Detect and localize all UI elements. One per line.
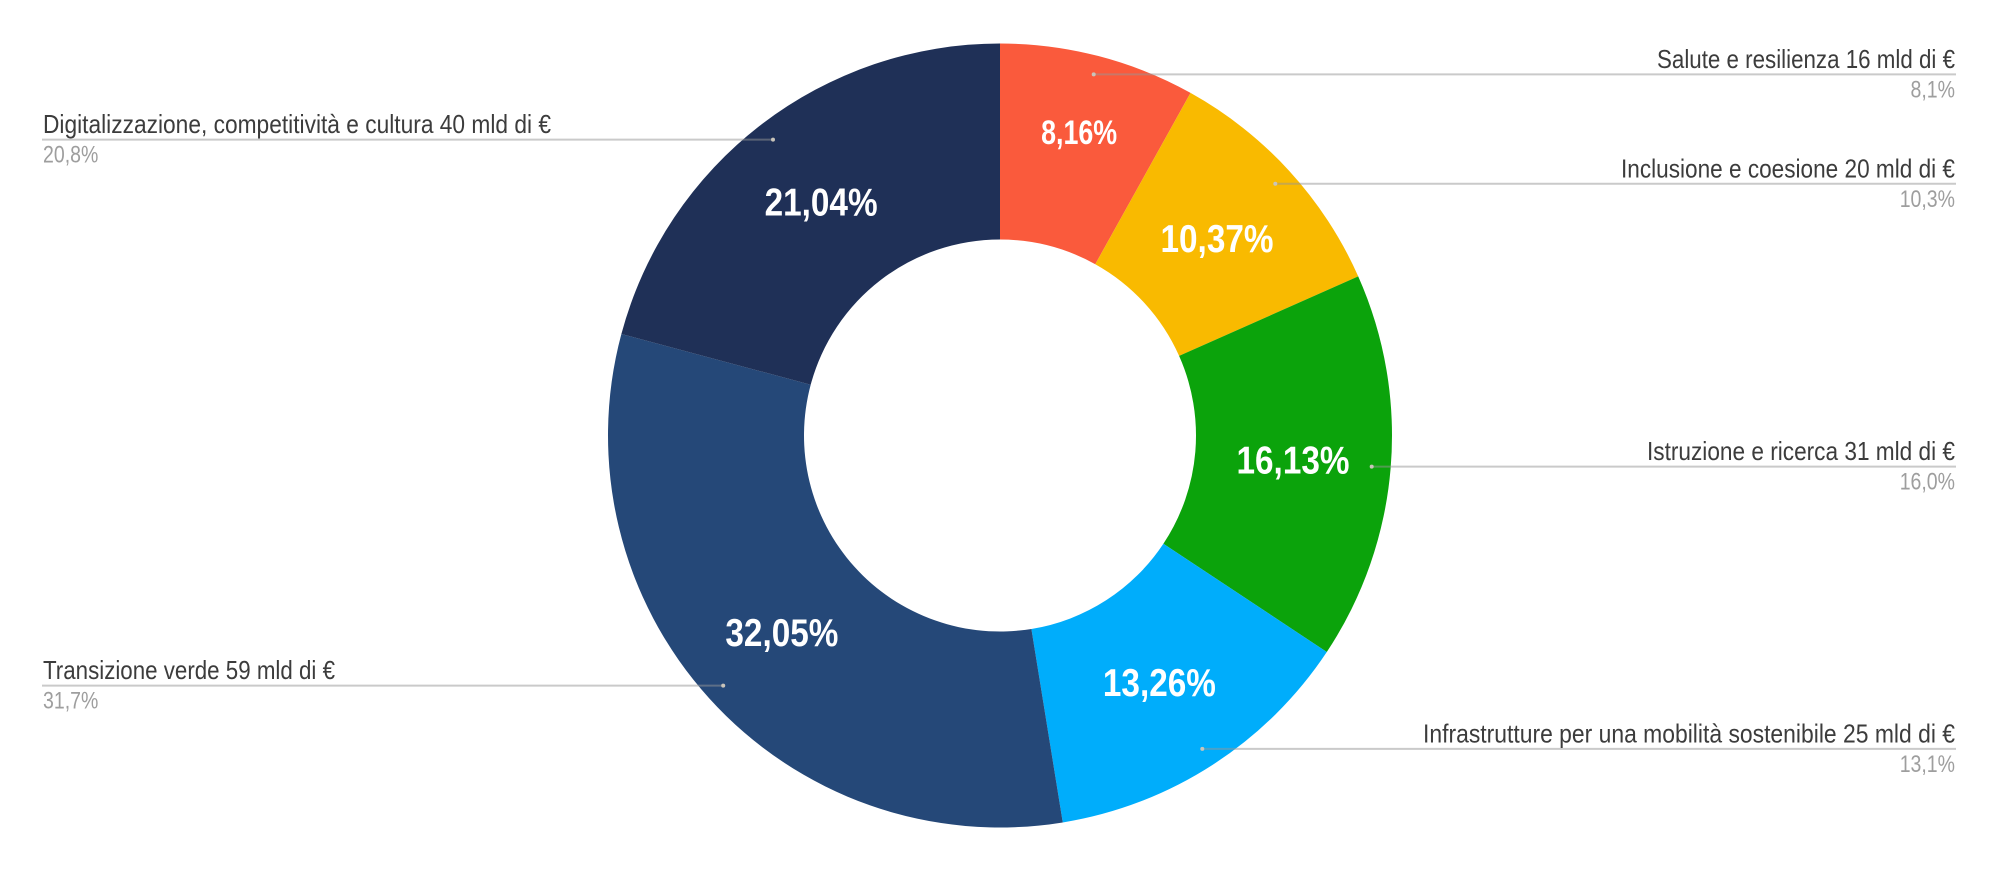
svg-text:8,16%: 8,16%	[1041, 114, 1117, 152]
svg-text:Salute e resilienza 16 mld di: Salute e resilienza 16 mld di €	[1657, 44, 1955, 74]
svg-text:Transizione verde 59 mld di €: Transizione verde 59 mld di €	[43, 655, 335, 685]
svg-text:31,7%: 31,7%	[43, 688, 98, 715]
svg-text:13,26%: 13,26%	[1103, 662, 1216, 705]
svg-text:32,05%: 32,05%	[725, 612, 838, 655]
svg-text:16,13%: 16,13%	[1237, 439, 1350, 482]
svg-text:Infrastrutture per una mobilit: Infrastrutture per una mobilità sostenib…	[1423, 718, 1955, 748]
svg-text:Digitalizzazione, competitivit: Digitalizzazione, competitività e cultur…	[43, 109, 551, 139]
svg-text:8,1%: 8,1%	[1911, 76, 1956, 103]
svg-text:16,0%: 16,0%	[1900, 469, 1955, 496]
svg-text:10,37%: 10,37%	[1161, 218, 1274, 261]
svg-text:21,04%: 21,04%	[765, 182, 878, 225]
svg-text:13,1%: 13,1%	[1900, 751, 1955, 778]
svg-text:20,8%: 20,8%	[43, 142, 98, 169]
svg-text:Istruzione e ricerca 31 mld di: Istruzione e ricerca 31 mld di €	[1647, 436, 1955, 466]
svg-text:10,3%: 10,3%	[1900, 186, 1955, 213]
svg-text:Inclusione e coesione 20 mld d: Inclusione e coesione 20 mld di €	[1621, 153, 1955, 183]
